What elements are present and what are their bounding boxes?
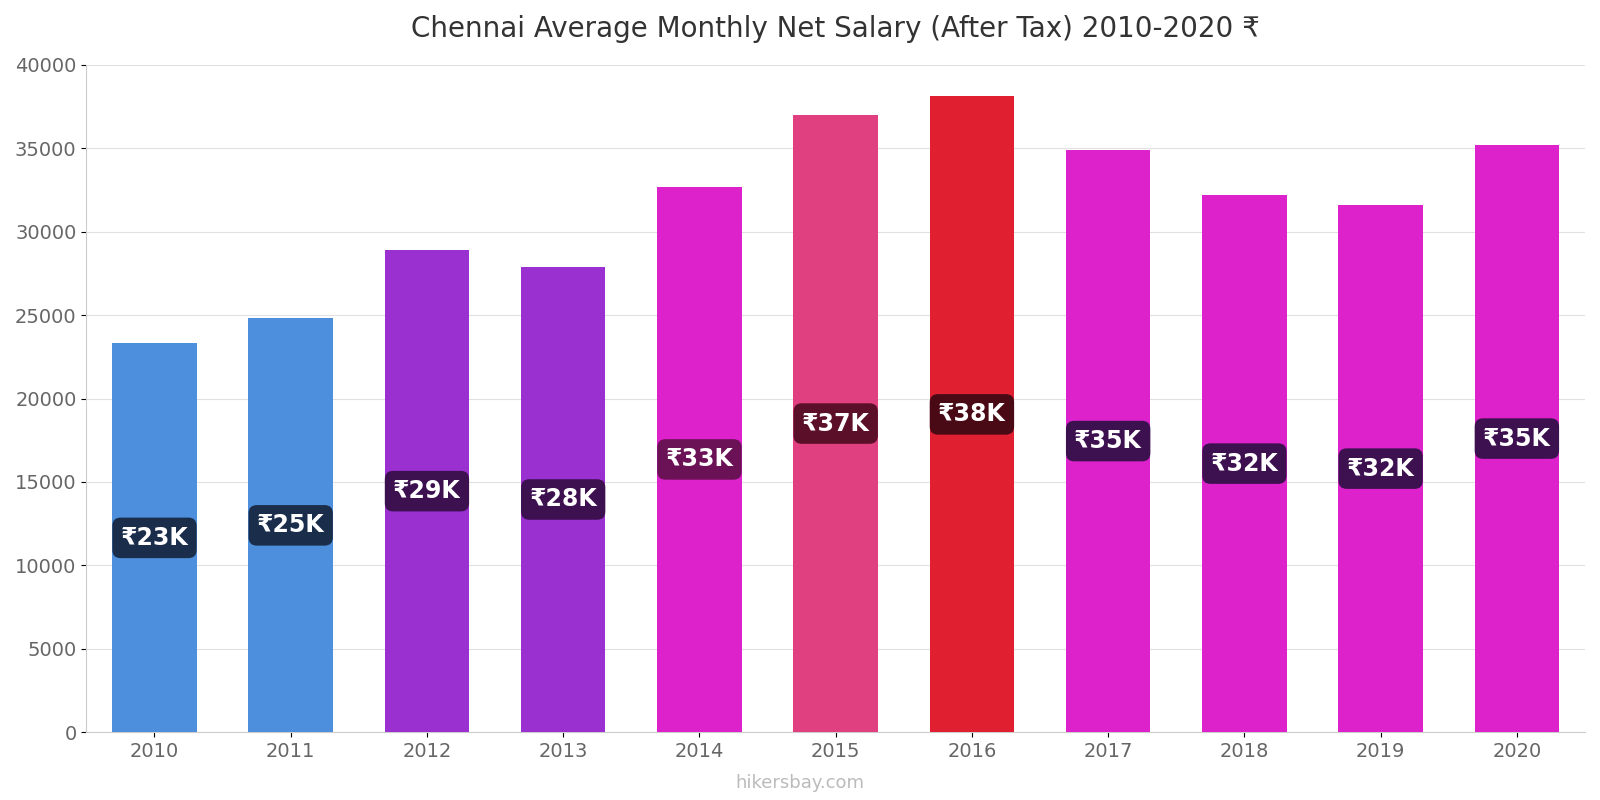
Text: ₹38K: ₹38K	[938, 402, 1006, 426]
Text: ₹28K: ₹28K	[530, 487, 597, 511]
Bar	[384, 250, 469, 732]
Bar	[930, 97, 1014, 732]
Text: ₹32K: ₹32K	[1347, 457, 1414, 481]
Text: ₹29K: ₹29K	[394, 479, 461, 503]
Text: ₹32K: ₹32K	[1211, 452, 1278, 476]
Bar	[794, 115, 878, 732]
Bar	[1202, 195, 1286, 732]
Bar	[1339, 205, 1422, 732]
Text: ₹35K: ₹35K	[1074, 429, 1142, 453]
Bar	[248, 318, 333, 732]
Bar	[112, 343, 197, 732]
Text: ₹23K: ₹23K	[120, 526, 189, 550]
Bar	[522, 266, 605, 732]
Bar	[658, 186, 742, 732]
Bar	[1066, 150, 1150, 732]
Title: Chennai Average Monthly Net Salary (After Tax) 2010-2020 ₹: Chennai Average Monthly Net Salary (Afte…	[411, 15, 1261, 43]
Text: ₹37K: ₹37K	[802, 411, 870, 435]
Bar	[1475, 145, 1558, 732]
Text: ₹33K: ₹33K	[666, 447, 733, 471]
Text: ₹25K: ₹25K	[258, 514, 325, 538]
Text: ₹35K: ₹35K	[1483, 426, 1550, 450]
Text: hikersbay.com: hikersbay.com	[736, 774, 864, 792]
